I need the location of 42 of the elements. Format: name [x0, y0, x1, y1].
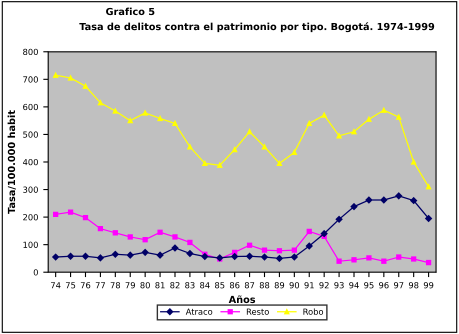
- y-tick-label: 600: [23, 104, 38, 110]
- x-tick-label: 75: [66, 282, 76, 288]
- y-tick-label: 500: [23, 131, 38, 138]
- legend-label: Robo: [303, 308, 324, 315]
- x-tick-label: 90: [290, 282, 300, 288]
- chart-subtitle: Tasa de delitos contra el patrimonio por tipo. Bogotá. 1974-1999: [79, 22, 434, 32]
- x-tick-label: 93: [334, 282, 344, 288]
- x-tick-label: 78: [110, 282, 120, 288]
- y-tick-label: 400: [22, 158, 38, 166]
- x-tick-label: 84: [200, 282, 210, 288]
- x-tick-label: 77: [96, 282, 105, 288]
- x-tick-label: 97: [394, 282, 404, 288]
- x-tick-label: 86: [230, 282, 240, 288]
- x-tick-label: 82: [170, 282, 180, 288]
- x-tick-label: 76: [80, 282, 90, 288]
- y-axis-title: Tasa/100.000 habit: [8, 110, 16, 214]
- chart-title: Grafico 5: [106, 8, 154, 16]
- x-tick-label: 91: [304, 282, 314, 288]
- x-tick-label: 88: [260, 282, 270, 288]
- x-tick-label: 95: [364, 282, 374, 288]
- x-tick-label: 87: [244, 282, 254, 288]
- y-tick-label: 200: [23, 214, 38, 220]
- x-tick-label: 99: [424, 282, 434, 288]
- x-tick-label: 81: [155, 282, 165, 288]
- x-tick-label: 85: [215, 282, 224, 288]
- legend-label: Resto: [246, 308, 269, 315]
- x-axis-title: Años: [228, 295, 256, 304]
- x-tick-label: 79: [126, 282, 135, 288]
- legend-label: Atraco: [186, 308, 212, 315]
- y-tick-label: 700: [23, 76, 38, 83]
- y-tick-label: 300: [23, 186, 38, 193]
- x-tick-label: 74: [51, 282, 60, 288]
- x-tick-label: 98: [408, 282, 418, 288]
- x-tick-label: 89: [274, 282, 284, 288]
- x-tick-label: 83: [185, 282, 195, 288]
- y-tick-label: 800: [23, 48, 38, 56]
- x-tick-label: 92: [319, 282, 329, 288]
- x-tick-label: 96: [379, 282, 389, 288]
- x-tick-label: 94: [349, 282, 359, 288]
- y-tick-label: 0: [34, 269, 38, 276]
- y-tick-label: 100: [23, 242, 38, 248]
- x-tick-label: 80: [140, 282, 150, 288]
